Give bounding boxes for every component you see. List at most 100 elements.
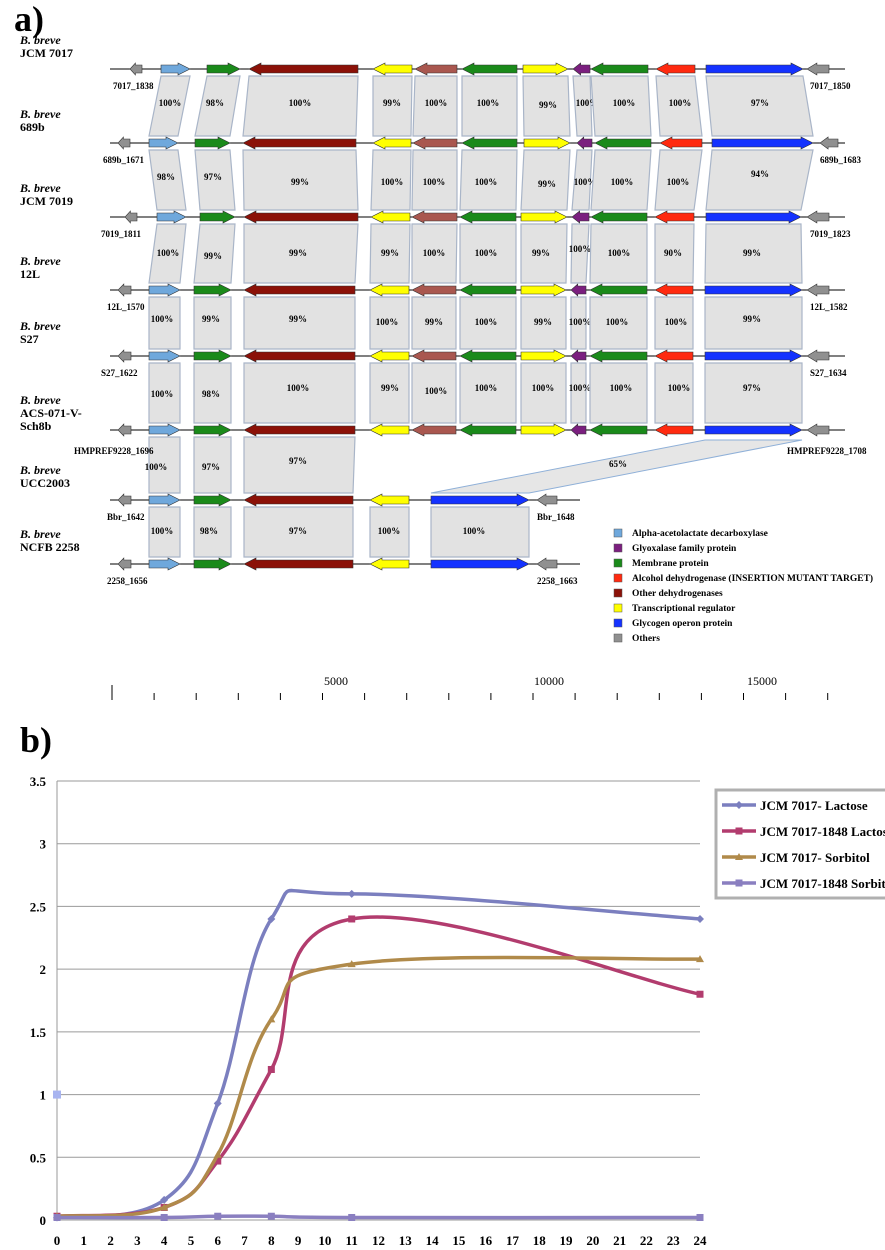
identity-label: 99% [539, 100, 557, 110]
identity-label: 100% [423, 248, 446, 258]
identity-link [411, 362, 457, 424]
strain-name: 689b [20, 120, 45, 134]
locus-tag-left: S27_1622 [101, 368, 138, 378]
identity-label: 97% [202, 462, 220, 472]
x-tick-label: 10 [318, 1233, 331, 1248]
identity-link [242, 75, 359, 137]
gene-arrow [654, 349, 694, 363]
gene-arrow [117, 283, 132, 297]
data-point [213, 1150, 222, 1158]
gene-arrow [819, 136, 839, 150]
identity-label: 100% [665, 317, 688, 327]
gene-arrow [117, 423, 132, 437]
gene-arrow [523, 136, 571, 150]
gene-arrow [369, 349, 410, 363]
identity-link [704, 362, 803, 424]
gene-arrow [243, 493, 354, 507]
identity-label: 100% [608, 248, 631, 258]
legend-swatch [613, 543, 623, 553]
identity-link [459, 362, 517, 424]
identity-label: 99% [425, 317, 443, 327]
identity-link [411, 149, 458, 211]
identity-link [430, 506, 530, 558]
x-tick-label: 12 [372, 1233, 385, 1248]
gene-arrow [590, 62, 649, 76]
strain-species: B. breve [19, 254, 61, 268]
identity-label: 100% [569, 383, 592, 393]
identity-label: 100% [381, 177, 404, 187]
data-point [53, 1213, 61, 1221]
identity-label: 100% [159, 98, 182, 108]
x-tick-label: 17 [506, 1233, 520, 1248]
identity-label: 100% [425, 386, 448, 396]
gene-arrow [148, 493, 181, 507]
gene-arrow [243, 349, 356, 363]
scale-tick-label: 5000 [324, 674, 348, 688]
gene-arrow [148, 557, 181, 571]
y-tick-label: 0.5 [30, 1150, 47, 1165]
data-point [696, 914, 704, 923]
gene-arrow [705, 210, 802, 224]
gene-arrow [704, 349, 803, 363]
identity-label: 100% [475, 177, 498, 187]
data-point [696, 955, 704, 963]
data-point [348, 915, 356, 923]
gene-arrow [148, 283, 181, 297]
identity-link [242, 149, 359, 211]
identity-label: 100% [287, 383, 310, 393]
gene-arrow [459, 283, 517, 297]
identity-link [193, 223, 236, 284]
x-tick-label: 7 [241, 1233, 248, 1248]
identity-label: 98% [206, 98, 224, 108]
identity-label: 100% [145, 462, 168, 472]
gene-arrow [705, 62, 804, 76]
scale-tick-label: 15000 [747, 674, 777, 688]
identity-label: 99% [202, 314, 220, 324]
identity-link [654, 296, 694, 350]
identity-link [522, 75, 571, 137]
gene-arrow [459, 423, 517, 437]
series-line [56, 1214, 701, 1220]
identity-label: 98% [200, 526, 218, 536]
gene-arrow [129, 62, 143, 76]
x-tick-label: 8 [268, 1233, 275, 1248]
x-tick-label: 21 [613, 1233, 626, 1248]
strain-species: B. breve [19, 527, 61, 541]
gene-arrow [572, 62, 591, 76]
data-point [267, 1015, 276, 1023]
gene-arrow [206, 62, 241, 76]
identity-link [411, 223, 458, 284]
series-line [56, 888, 701, 1220]
identity-label: 97% [289, 456, 307, 466]
data-point [267, 1065, 275, 1073]
gene-arrow [571, 210, 590, 224]
legend-series-name: JCM 7017-1848 Sorbitol [760, 876, 885, 891]
identity-label: 100% [574, 177, 597, 187]
y-tick-label: 0 [40, 1213, 47, 1228]
identity-label: 100% [475, 248, 498, 258]
gene-arrow [459, 210, 517, 224]
identity-label: 100% [569, 317, 592, 327]
locus-tag-left: HMPREF9228_1696 [74, 446, 154, 456]
gene-arrow [806, 62, 830, 76]
strain-name: JCM 7017 [20, 46, 73, 60]
strain-species: B. breve [19, 107, 61, 121]
identity-link [589, 296, 648, 350]
scale-bar: 5000 10000 15000 [111, 674, 829, 700]
gene-arrow [193, 493, 232, 507]
gene-arrow [117, 349, 132, 363]
legend-series-name: JCM 7017- Lactose [760, 798, 868, 813]
gene-arrow [589, 283, 648, 297]
legend-box [714, 788, 885, 900]
chart-legend: JCM 7017- Lactose JCM 7017-1848 Lactose JC… [714, 788, 885, 900]
identity-label: 65% [609, 459, 627, 469]
data-point [348, 1213, 356, 1221]
gene-arrow [520, 283, 567, 297]
x-tick-label: 1 [81, 1233, 88, 1248]
legend-swatch [613, 618, 623, 628]
gene-arrow [654, 283, 694, 297]
gene-arrow [199, 210, 236, 224]
locus-tag-right: 12L_1582 [810, 302, 848, 312]
gene-cluster-panel: a) 100% 98% 100% 99% 100% 100% 99% 100% 100% 100%… [14, 0, 873, 700]
gene-arrow [806, 283, 830, 297]
